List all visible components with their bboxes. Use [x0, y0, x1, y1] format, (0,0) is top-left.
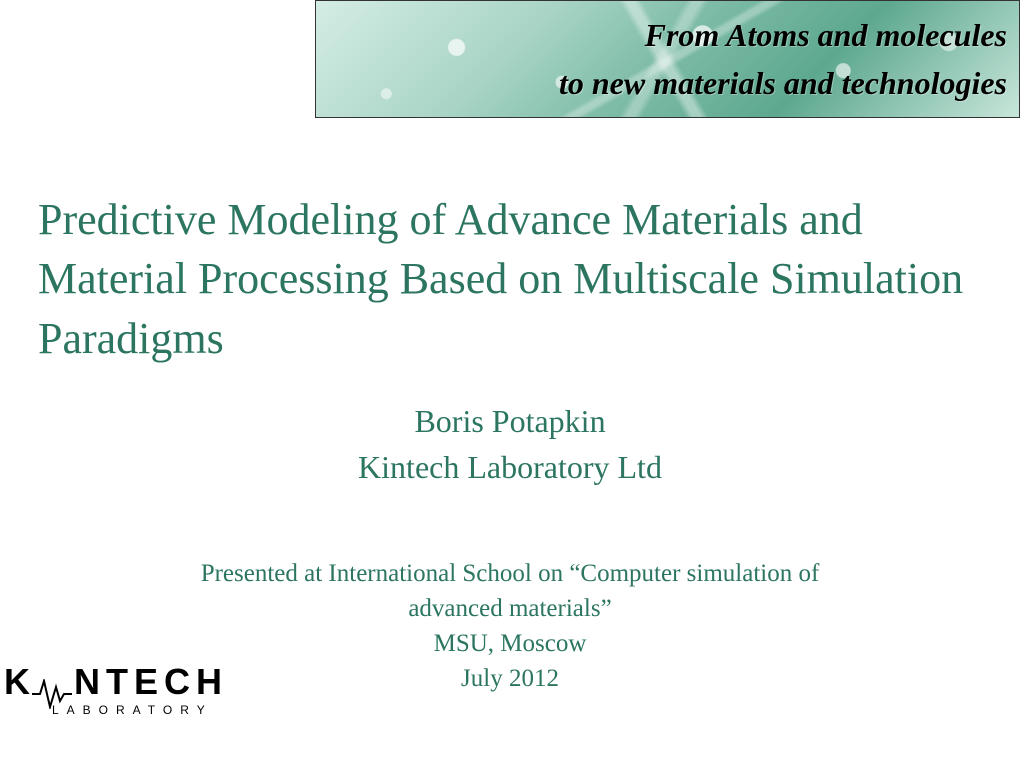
author-name: Boris Potapkin — [0, 398, 1020, 444]
author-block: Boris Potapkin Kintech Laboratory Ltd — [0, 398, 1020, 491]
presented-line-2: advanced materials” — [0, 591, 1020, 626]
banner-line-1: From Atoms and molecules — [559, 11, 1007, 59]
logo-sublabel: LABORATORY — [52, 703, 213, 717]
header-banner: From Atoms and molecules to new material… — [315, 0, 1020, 118]
author-affiliation: Kintech Laboratory Ltd — [0, 444, 1020, 490]
banner-line-2: to new materials and technologies — [559, 59, 1007, 107]
kintech-logo: KNTECH LABORATORY — [4, 653, 234, 725]
presentation-title: Predictive Modeling of Advance Materials… — [38, 190, 970, 368]
logo-brand-text: KNTECH — [4, 661, 228, 703]
presented-line-1: Presented at International School on “Co… — [0, 556, 1020, 591]
logo-ntech: NTECH — [74, 661, 228, 702]
banner-tagline: From Atoms and molecules to new material… — [559, 11, 1007, 107]
